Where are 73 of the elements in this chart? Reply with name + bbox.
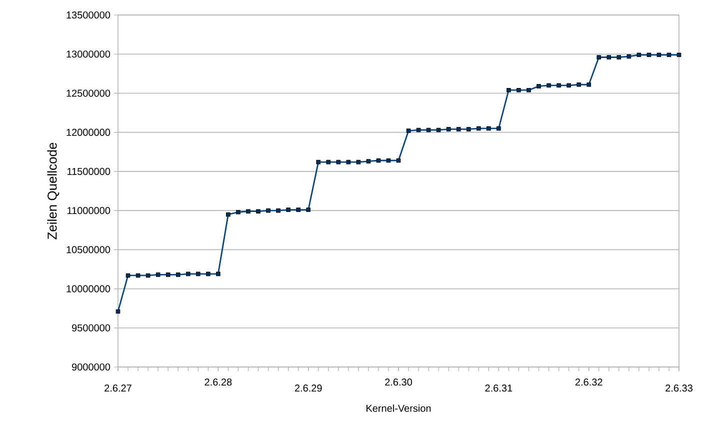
point <box>456 127 461 132</box>
point <box>366 159 371 164</box>
point <box>176 272 180 277</box>
x-tick-label: 2.6.28 <box>204 378 232 386</box>
point <box>286 208 290 212</box>
y-tick-label: 13000000 <box>66 50 110 58</box>
point <box>376 158 381 163</box>
point <box>476 126 481 131</box>
point <box>406 128 411 133</box>
x-tick-label: 2.6.29 <box>294 384 322 392</box>
point <box>116 309 120 314</box>
y-axis-title: Zeilen Quellcode <box>47 142 60 240</box>
point <box>586 82 591 87</box>
point <box>266 208 270 213</box>
y-tick-label: 12500000 <box>66 90 110 97</box>
point <box>576 82 581 87</box>
y-tick-label: 9500000 <box>72 324 110 332</box>
point <box>646 52 652 58</box>
x-tick-label: 2.6.32 <box>575 378 602 386</box>
point <box>516 88 521 92</box>
point <box>356 160 361 164</box>
point <box>566 83 571 88</box>
point <box>526 88 531 92</box>
point <box>246 209 250 214</box>
point <box>656 52 662 58</box>
point <box>346 160 351 164</box>
point <box>416 128 421 132</box>
point <box>216 272 220 276</box>
point <box>326 160 331 164</box>
point <box>426 128 431 132</box>
y-tick-label: 13500000 <box>66 11 110 19</box>
x-tick-label: 2.6.31 <box>485 384 512 392</box>
point <box>596 55 602 60</box>
point <box>186 272 190 276</box>
point <box>496 126 501 131</box>
point <box>146 273 150 278</box>
point <box>446 127 451 132</box>
point <box>196 272 200 276</box>
point <box>606 55 612 60</box>
y-tick-label: 11500000 <box>67 168 110 175</box>
point <box>436 128 441 132</box>
point <box>206 272 210 276</box>
point <box>666 52 672 58</box>
x-tick-label: 2.6.30 <box>385 378 412 386</box>
point <box>306 208 310 212</box>
point <box>236 210 240 214</box>
point <box>676 52 682 58</box>
point <box>466 127 471 132</box>
point <box>256 209 260 214</box>
point <box>226 212 230 217</box>
point <box>536 84 541 88</box>
y-tick-label: 10000000 <box>66 285 110 292</box>
y-tick-label: 10500000 <box>66 246 110 254</box>
y-tick-label: 9000000 <box>72 363 110 371</box>
point <box>336 160 341 164</box>
point <box>316 160 321 164</box>
point <box>276 208 280 213</box>
x-axis-title: Kernel-Version <box>366 404 431 412</box>
point <box>626 54 632 59</box>
point <box>636 52 642 58</box>
point <box>546 83 551 88</box>
x-tick-label: 2.6.33 <box>666 384 692 392</box>
point <box>486 126 491 131</box>
point <box>156 272 160 277</box>
point <box>296 208 300 212</box>
point <box>616 55 622 60</box>
point <box>506 88 511 92</box>
y-tick-label: 11000000 <box>67 207 110 214</box>
point <box>136 273 140 278</box>
point <box>166 272 170 277</box>
point <box>556 83 561 88</box>
y-tick-label: 12000000 <box>66 128 110 136</box>
x-tick-label: 2.6.27 <box>104 384 132 392</box>
